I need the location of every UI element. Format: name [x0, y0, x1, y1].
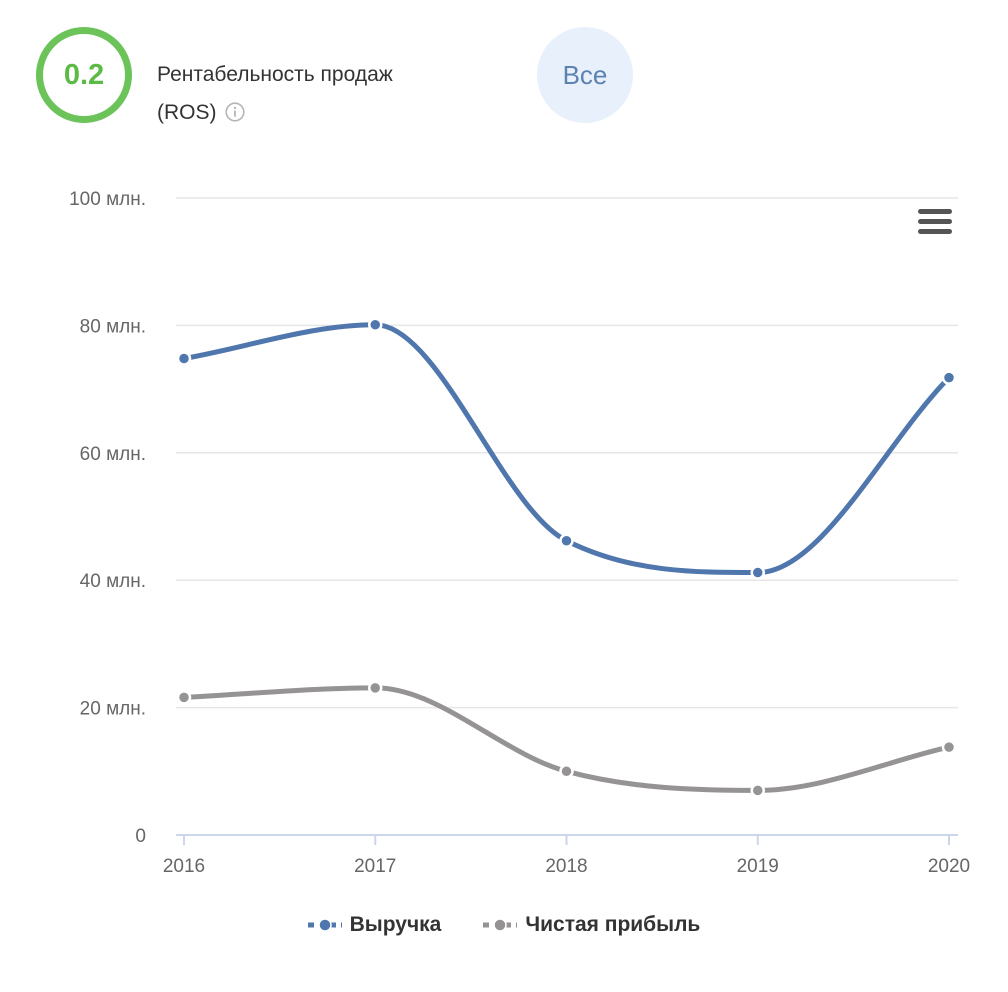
metric-title-line2-wrap: (ROS)	[157, 94, 393, 132]
legend-item-2[interactable]: Чистая прибыль	[483, 913, 700, 937]
data-point-2	[559, 764, 574, 779]
chart-menu-button[interactable]	[912, 204, 958, 240]
data-point-2	[941, 739, 957, 755]
data-point-1	[750, 565, 765, 580]
ros-score-value: 0.2	[63, 58, 105, 91]
chart-legend: Выручка Чистая прибыль	[0, 905, 1008, 945]
hamburger-menu-icon-bar	[918, 209, 952, 214]
data-point-1	[176, 351, 192, 366]
legend-label-2: Чистая прибыль	[525, 913, 701, 936]
metric-title: Рентабельность продаж (ROS)	[157, 56, 393, 132]
hamburger-menu-icon-bar	[918, 219, 952, 224]
y-tick-label: 40 млн.	[80, 571, 146, 592]
y-tick-label: 100 млн.	[69, 189, 146, 210]
legend-item-1[interactable]: Выручка	[307, 913, 442, 937]
x-tick-label: 2017	[354, 856, 396, 877]
legend-label-1: Выручка	[349, 913, 442, 936]
legend-symbol-1	[307, 918, 342, 932]
y-tick-label: 80 млн.	[80, 316, 146, 337]
line-chart: 0 20 млн. 40 млн. 60 млн. 80 млн. 100 млн. 201…	[69, 189, 970, 877]
data-point-1	[559, 533, 574, 548]
data-point-1	[368, 317, 383, 333]
ros-score-ring: 0.2	[36, 27, 132, 123]
data-point-2	[176, 690, 192, 705]
y-tick-label: 20 млн.	[80, 699, 146, 720]
x-tick-label: 2020	[928, 856, 970, 877]
metric-title-line2: (ROS)	[157, 101, 217, 124]
hamburger-menu-icon-bar	[918, 229, 952, 234]
x-tick-label: 2016	[163, 856, 205, 877]
filter-all-button[interactable]: Все	[537, 27, 633, 123]
metric-title-line1: Рентабельность продаж	[157, 63, 393, 86]
data-point-1	[941, 370, 957, 385]
y-tick-label: 0	[135, 826, 146, 847]
y-tick-label: 60 млн.	[80, 444, 146, 465]
data-point-2	[368, 680, 383, 696]
info-icon[interactable]	[224, 102, 245, 122]
filter-all-label: Все	[562, 59, 608, 90]
legend-symbol-2	[483, 918, 518, 932]
x-tick-label: 2018	[545, 856, 587, 877]
data-point-2	[750, 783, 765, 798]
x-tick-label: 2019	[737, 856, 779, 877]
